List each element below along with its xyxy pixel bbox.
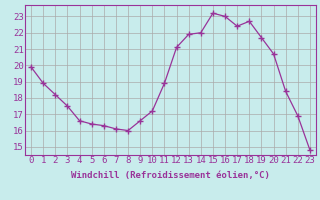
X-axis label: Windchill (Refroidissement éolien,°C): Windchill (Refroidissement éolien,°C) — [71, 171, 270, 180]
